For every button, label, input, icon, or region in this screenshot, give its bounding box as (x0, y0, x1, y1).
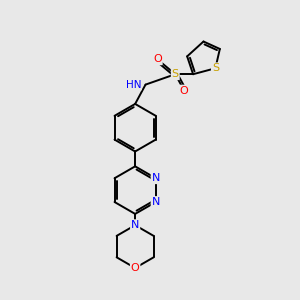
Text: N: N (152, 197, 160, 207)
Text: N: N (152, 173, 160, 183)
Text: O: O (180, 85, 189, 96)
Text: O: O (131, 263, 140, 273)
Text: O: O (153, 54, 162, 64)
Text: HN: HN (126, 80, 141, 90)
Text: S: S (212, 63, 219, 73)
Text: N: N (131, 220, 139, 230)
Text: S: S (172, 69, 179, 79)
